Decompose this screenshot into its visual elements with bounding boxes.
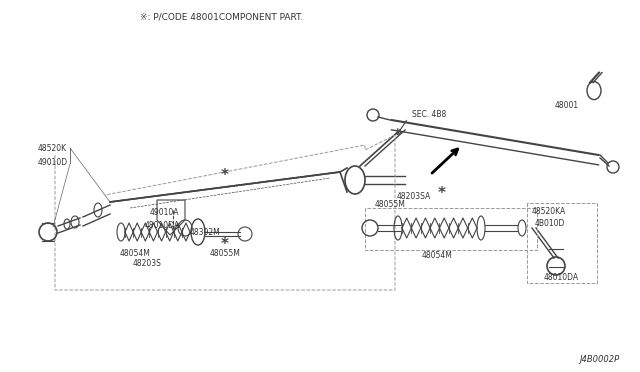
Text: 48001: 48001 (555, 100, 579, 109)
Text: *: * (438, 186, 446, 201)
Text: *: * (221, 237, 229, 253)
Text: 48203S: 48203S (133, 259, 162, 267)
Text: 4B010D: 4B010D (535, 218, 565, 228)
Text: 48010DA: 48010DA (145, 221, 180, 230)
Text: 48010DA: 48010DA (544, 273, 579, 282)
Text: SEC. 4B8: SEC. 4B8 (412, 109, 446, 119)
Text: 49010D: 49010D (38, 157, 68, 167)
Text: 48392M: 48392M (190, 228, 221, 237)
Text: *: * (221, 167, 229, 183)
Text: 48054M: 48054M (422, 251, 453, 260)
Text: 48054M: 48054M (120, 248, 151, 257)
Text: 48055M: 48055M (210, 248, 241, 257)
Text: J4B0002P: J4B0002P (580, 356, 620, 365)
Text: 48520KA: 48520KA (532, 206, 566, 215)
Text: ※: P/CODE 48001COMPONENT PART.: ※: P/CODE 48001COMPONENT PART. (140, 13, 303, 22)
Text: 49010A: 49010A (150, 208, 179, 217)
Text: 48520K: 48520K (38, 144, 67, 153)
Text: 48055M: 48055M (375, 199, 406, 208)
Text: 48203SA: 48203SA (397, 192, 431, 201)
